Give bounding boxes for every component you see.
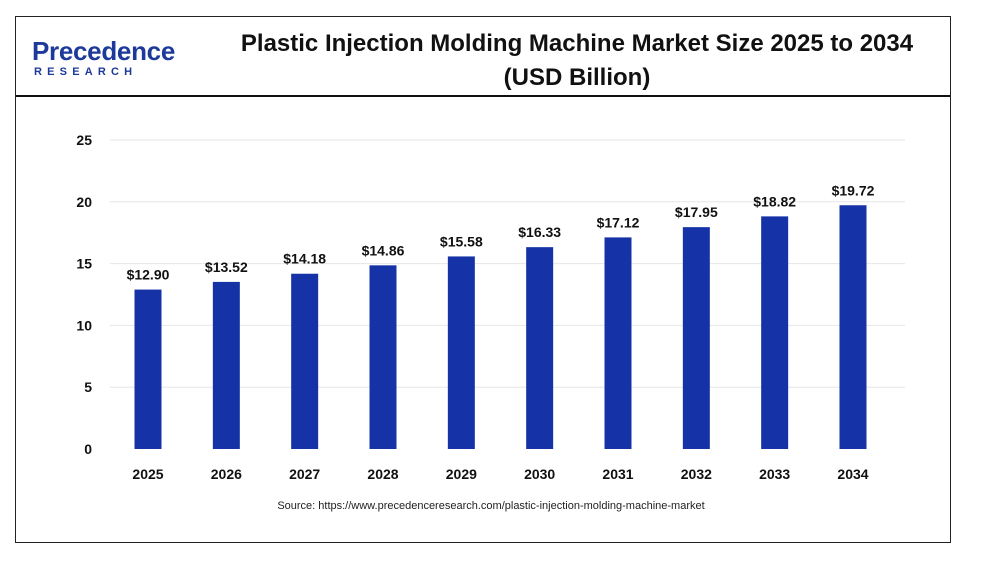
- data-label: $14.86: [362, 242, 405, 258]
- x-tick-label: 2030: [524, 466, 555, 482]
- bar: [839, 205, 867, 449]
- bar: [134, 289, 162, 449]
- bar: [212, 281, 240, 449]
- chart-frame: Precedence RESEARCH Plastic Injection Mo…: [15, 16, 951, 543]
- chart-title: Plastic Injection Molding Machine Market…: [240, 30, 914, 57]
- chart-subtitle: (USD Billion): [503, 64, 651, 91]
- data-label: $14.18: [283, 251, 326, 267]
- data-labels: $12.90 $13.52 $14.18 $14.86 $15.58 $16.33 $17.…: [127, 182, 875, 282]
- y-tick-label: 5: [84, 379, 92, 395]
- data-label: $18.82: [753, 193, 796, 209]
- data-label: $17.12: [597, 214, 640, 230]
- y-tick-label: 20: [76, 194, 92, 210]
- precedence-research-logo: Precedence RESEARCH: [28, 33, 178, 83]
- data-label: $12.90: [127, 267, 170, 283]
- bars: [134, 205, 867, 449]
- bar: [761, 216, 789, 449]
- bar: [604, 237, 632, 449]
- source-note: Source: https://www.precedenceresearch.c…: [277, 500, 705, 512]
- x-tick-label: 2029: [446, 466, 477, 482]
- x-tick-label: 2025: [132, 466, 163, 482]
- bar: [291, 273, 319, 449]
- data-label: $19.72: [832, 182, 875, 198]
- x-tick-label: 2033: [759, 466, 790, 482]
- x-tick-label: 2031: [602, 466, 633, 482]
- y-tick-label: 0: [84, 441, 92, 457]
- y-tick-label: 10: [76, 317, 92, 333]
- logo-subtitle: RESEARCH: [34, 66, 138, 78]
- x-tick-label: 2028: [367, 466, 398, 482]
- data-label: $15.58: [440, 233, 483, 249]
- x-tick-label: 2027: [289, 466, 320, 482]
- data-label: $17.95: [675, 204, 718, 220]
- bar: [682, 227, 710, 449]
- data-label: $16.33: [518, 224, 561, 240]
- bar: [447, 256, 475, 449]
- bar: [526, 247, 554, 449]
- chart-title-block: Plastic Injection Molding Machine Market…: [208, 27, 946, 95]
- x-tick-label: 2026: [211, 466, 242, 482]
- y-axis-ticks: 0 5 10 15 20 25: [76, 132, 92, 457]
- bar: [369, 265, 397, 449]
- x-axis-ticks: 2025 2026 2027 2028 2029 2030 2031 2032 2033 2034: [132, 466, 868, 482]
- y-tick-label: 15: [76, 256, 92, 272]
- x-tick-label: 2034: [837, 466, 868, 482]
- chart-header: Precedence RESEARCH Plastic Injection Mo…: [16, 17, 950, 97]
- y-tick-label: 25: [76, 132, 92, 148]
- logo-wordmark: Precedence: [32, 36, 175, 66]
- data-label: $13.52: [205, 259, 248, 275]
- x-tick-label: 2032: [681, 466, 712, 482]
